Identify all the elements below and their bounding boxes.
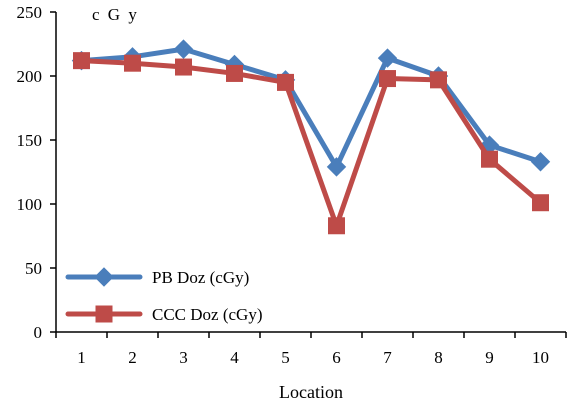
x-tick-label: 6 (332, 348, 341, 367)
y-tick-label: 0 (34, 323, 43, 342)
x-tick-label: 10 (532, 348, 549, 367)
y-tick-label: 250 (17, 3, 43, 22)
data-point (379, 70, 396, 88)
data-point (430, 71, 447, 89)
legend-item: CCC Doz (cGy) (65, 305, 262, 324)
series-layer (71, 39, 551, 235)
y-tick-label: 200 (17, 67, 43, 86)
legend-label: PB Doz (cGy) (152, 268, 249, 287)
y-tick-label: 150 (17, 131, 43, 150)
y-ticks: 0 50 100 150 200 250 (17, 3, 56, 342)
series-line (79, 58, 543, 229)
y-tick-label: 50 (25, 259, 42, 278)
legend: PB Doz (cGy) CCC Doz (cGy) (65, 267, 262, 324)
data-point (377, 48, 398, 68)
data-point (326, 157, 347, 177)
data-point (173, 39, 194, 59)
data-point (175, 58, 192, 76)
legend-marker (95, 305, 113, 323)
series-2 (73, 52, 549, 235)
x-axis-title: Location (279, 382, 343, 402)
x-ticks: 1 2 3 4 5 6 7 8 9 10 (55, 332, 567, 367)
unit-label: c G y (92, 5, 139, 24)
legend-item: PB Doz (cGy) (65, 267, 249, 287)
x-tick-label: 8 (434, 348, 443, 367)
data-point (226, 64, 243, 82)
x-tick-label: 4 (230, 348, 239, 367)
x-tick-label: 7 (383, 348, 392, 367)
data-point (532, 194, 549, 212)
legend-label: CCC Doz (cGy) (152, 305, 262, 324)
legend-marker (94, 267, 114, 287)
data-point (481, 150, 498, 168)
data-point (277, 73, 294, 91)
x-tick-label: 1 (77, 348, 86, 367)
x-tick-label: 3 (179, 348, 188, 367)
series-line (79, 46, 543, 170)
data-point (530, 152, 551, 172)
x-tick-label: 9 (485, 348, 494, 367)
x-tick-label: 5 (281, 348, 290, 367)
x-tick-label: 2 (128, 348, 137, 367)
y-tick-label: 100 (17, 195, 43, 214)
data-point (73, 52, 90, 70)
data-point (124, 54, 141, 72)
data-point (328, 217, 345, 235)
